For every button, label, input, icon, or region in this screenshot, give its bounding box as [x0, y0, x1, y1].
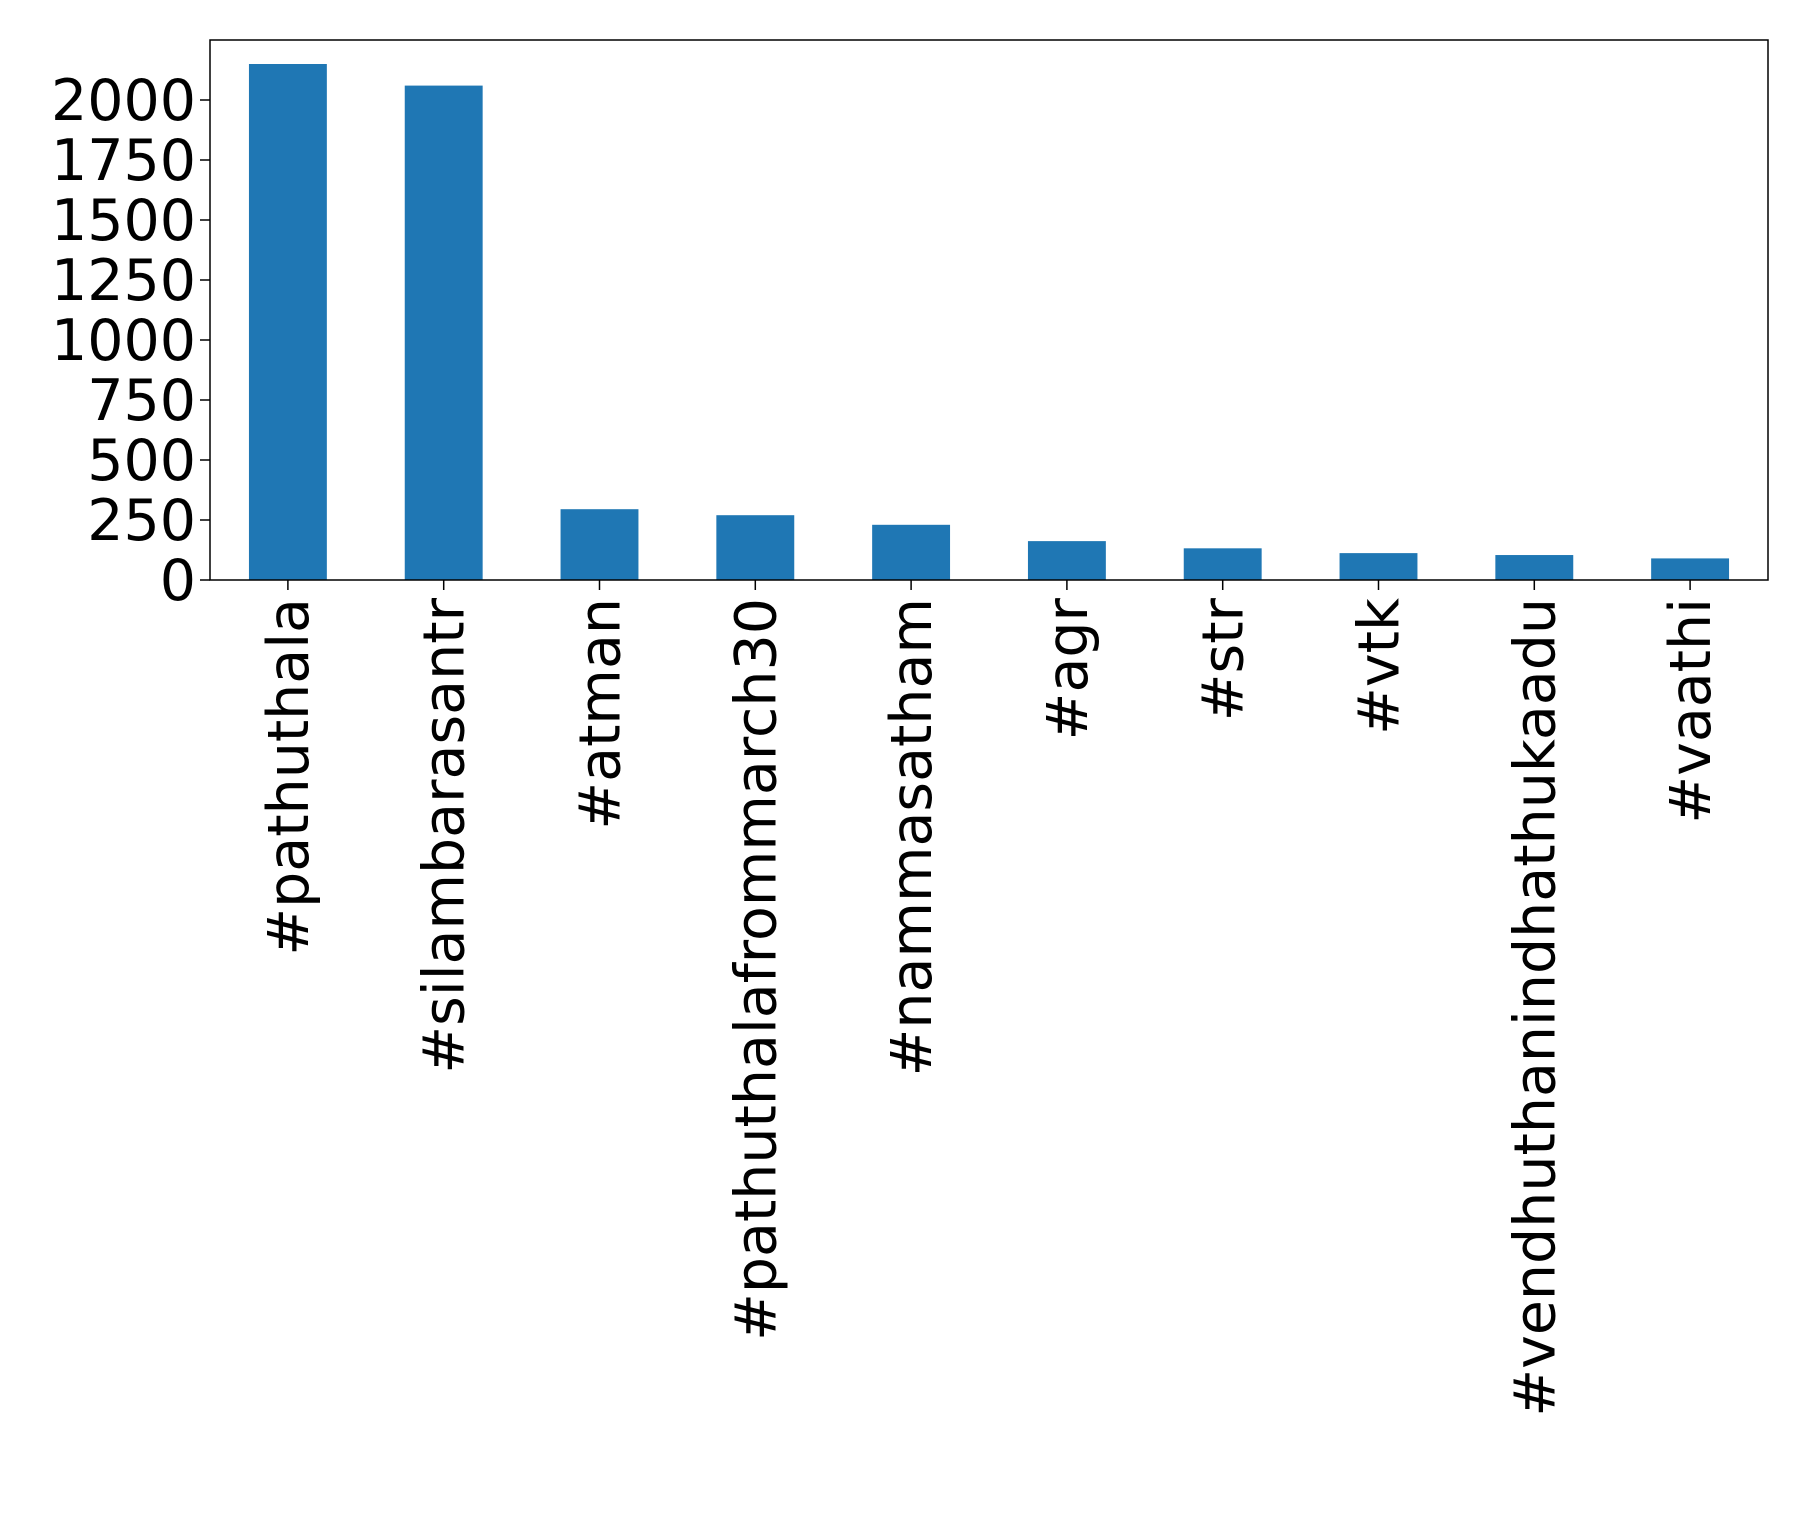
- x-tick-label-9: #vaathi: [1658, 598, 1724, 824]
- bar-5: [1027, 541, 1106, 580]
- bar-8: [1495, 555, 1574, 580]
- bars-layer: [248, 64, 1730, 580]
- bar-6: [1183, 548, 1262, 580]
- x-tick-label-7: #vtk: [1347, 598, 1413, 735]
- y-tick-label-0: 0: [160, 548, 196, 614]
- x-tick-label-6: #str: [1191, 597, 1257, 721]
- x-tick-label-1: #silambarasantr: [412, 597, 478, 1073]
- bar-2: [560, 509, 639, 580]
- x-axis-ticks: #pathuthala #silambarasantr #atman #pathuth…: [256, 580, 1724, 1417]
- bar-1: [404, 85, 483, 580]
- y-tick-label-6: 1500: [51, 188, 196, 254]
- bar-0: [248, 64, 327, 580]
- bar-4: [872, 524, 951, 580]
- y-tick-label-2: 500: [87, 428, 196, 494]
- bar-3: [716, 515, 795, 580]
- x-tick-label-3: #pathuthalafrommarch30: [723, 598, 789, 1341]
- x-tick-label-0: #pathuthala: [256, 598, 322, 956]
- y-tick-label-4: 1000: [51, 308, 196, 374]
- y-tick-label-1: 250: [87, 488, 196, 554]
- bar-7: [1339, 553, 1418, 580]
- y-tick-label-8: 2000: [51, 68, 196, 134]
- y-tick-label-7: 1750: [51, 128, 196, 194]
- y-tick-label-5: 1250: [51, 248, 196, 314]
- bar-9: [1651, 558, 1730, 580]
- y-tick-label-3: 750: [87, 368, 196, 434]
- x-tick-label-4: #nammasatham: [879, 598, 945, 1076]
- x-tick-label-5: #agr: [1035, 597, 1101, 740]
- x-tick-label-2: #atman: [568, 598, 634, 830]
- plot-frame: [209, 39, 1769, 581]
- x-tick-label-8: #vendhuthanindhathukaadu: [1502, 598, 1568, 1417]
